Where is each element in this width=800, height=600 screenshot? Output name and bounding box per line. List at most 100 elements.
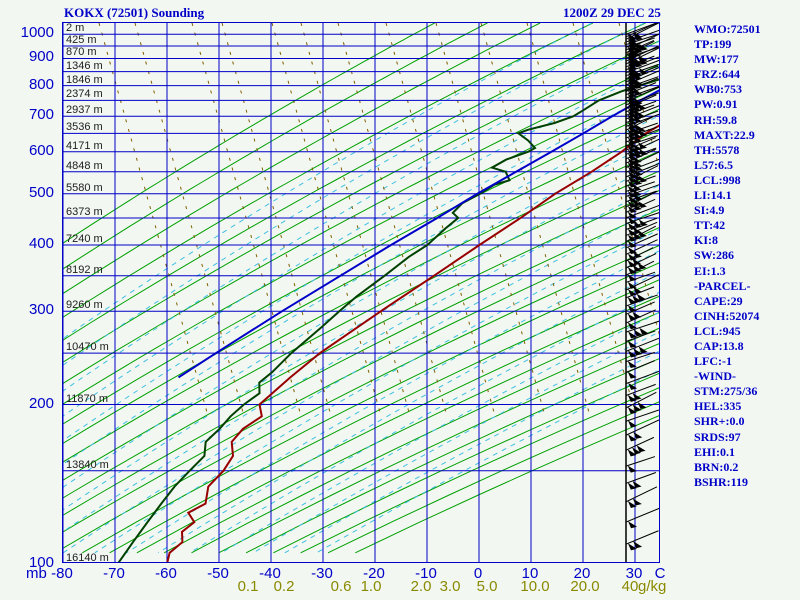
wind-barb <box>625 100 657 113</box>
mixing-ratio-tick-label: 3.0 <box>439 578 461 595</box>
wind-barb <box>625 138 659 155</box>
wind-barb <box>625 45 659 62</box>
skewt-canvas <box>63 23 659 562</box>
pressure-tick-label: 1000 <box>20 24 54 42</box>
moist-adiabat-line <box>63 207 659 554</box>
wind-barb <box>625 486 658 503</box>
skewt-plot[interactable] <box>62 22 660 563</box>
parameter-lfc: LFC:-1 <box>694 354 732 369</box>
mixing-ratio-tick-label: 40 <box>621 578 639 595</box>
wind-barb <box>625 472 657 484</box>
page-title: KOKX (72501) Sounding <box>64 5 205 20</box>
moist-adiabat-line <box>63 40 659 392</box>
wind-barb-flag <box>628 521 638 529</box>
dry-adiabat-line <box>63 189 659 499</box>
dry-adiabat-line <box>63 170 659 481</box>
wind-barb <box>625 175 656 187</box>
height-label: 13840 m <box>66 458 109 471</box>
dry-adiabat-line <box>63 227 659 533</box>
parameter-ehi: EHI:0.1 <box>694 444 736 459</box>
wind-barb <box>625 29 659 43</box>
wind-barb <box>625 70 659 86</box>
wind-barb-flag <box>627 267 637 275</box>
pressure-tick-label: 700 <box>28 106 54 124</box>
wind-barb-flag <box>638 57 648 65</box>
wind-barb <box>625 82 657 96</box>
wind-barb <box>625 221 658 236</box>
wind-barb-flag <box>638 346 648 354</box>
parameter-stm: STM:275/36 <box>694 384 758 399</box>
wind-barb <box>625 198 656 213</box>
moist-adiabat-line <box>63 23 593 340</box>
wind-barb <box>625 33 659 46</box>
height-label: 2937 m <box>66 104 103 117</box>
height-label: 1346 m <box>66 59 103 72</box>
parameter-hel: HEL:335 <box>694 399 742 414</box>
mixing-ratio-tick-label: 10.0 <box>520 578 550 595</box>
dry-adiabat-line <box>136 295 659 554</box>
wind-barb <box>625 23 658 38</box>
mixing-ratio-unit-label: g/kg <box>638 578 667 595</box>
dry-adiabat-line <box>63 40 659 363</box>
wind-barb <box>625 225 657 243</box>
wind-barb <box>625 233 658 249</box>
wind-barb <box>625 409 659 422</box>
height-label: 3536 m <box>66 121 103 134</box>
moist-adiabat-line <box>189 291 659 554</box>
wind-barb <box>625 23 659 40</box>
parameter-wmo: WMO:72501 <box>694 22 761 36</box>
wind-barb <box>625 165 659 183</box>
parameter-wb0: WB0:753 <box>694 82 742 97</box>
wind-barb-flag <box>636 445 646 453</box>
height-label: 8192 m <box>66 263 103 276</box>
pressure-tick-label: 800 <box>28 75 54 93</box>
series-temperature-curve <box>166 124 659 562</box>
wind-barb-flag <box>632 199 642 207</box>
height-label: 11870 m <box>66 392 108 405</box>
wind-barb <box>625 351 655 363</box>
wind-barb <box>625 507 659 523</box>
pressure-tick-label: 200 <box>28 394 54 412</box>
wind-barb <box>625 181 655 192</box>
wind-barb <box>625 122 658 135</box>
height-label: 5580 m <box>66 181 103 194</box>
temperature-tick-label: -70 <box>103 565 125 582</box>
temperature-tick-label: 30 <box>625 565 643 582</box>
wind-barb <box>625 40 655 56</box>
temperature-tick-label: -50 <box>207 565 229 582</box>
parameter-cape: CAPE:29 <box>694 293 743 308</box>
dry-adiabat-line <box>63 23 646 341</box>
dry-adiabat-line <box>63 23 594 318</box>
parameter-rh: RH:59.8 <box>694 112 737 127</box>
moist-adiabat-line <box>63 23 645 366</box>
temperature-tick-label: -40 <box>259 565 281 582</box>
wind-barb <box>625 301 655 315</box>
parameter-bshr: BSHR:119 <box>694 474 749 489</box>
wind-barb <box>625 530 659 545</box>
dry-adiabat-line <box>218 343 659 554</box>
wind-barb <box>625 190 657 203</box>
height-label: 2 m <box>66 22 85 35</box>
wind-barb <box>625 137 656 151</box>
wind-barb <box>625 76 659 89</box>
wind-barb <box>625 135 658 147</box>
wind-barb <box>625 40 655 54</box>
wind-barb <box>625 294 658 307</box>
wind-barb <box>625 148 657 164</box>
wind-barb-flag <box>628 331 638 339</box>
wind-barb <box>625 212 659 225</box>
wind-barb <box>625 116 654 131</box>
temperature-tick-label: -80 <box>51 565 73 582</box>
parameter-parcel-header: -PARCEL- <box>694 278 751 293</box>
moist-adiabat-line <box>63 138 659 488</box>
wind-barb <box>625 59 659 74</box>
wind-barb <box>625 337 659 352</box>
dry-adiabat-line <box>63 64 659 384</box>
wind-barb <box>625 260 655 276</box>
dry-adiabat-line <box>355 415 659 554</box>
wind-barb-flag <box>632 393 642 401</box>
dry-adiabat-line <box>63 129 659 444</box>
wind-barb <box>625 253 657 269</box>
wind-barb <box>625 320 659 333</box>
dry-adiabat-line <box>327 401 659 554</box>
